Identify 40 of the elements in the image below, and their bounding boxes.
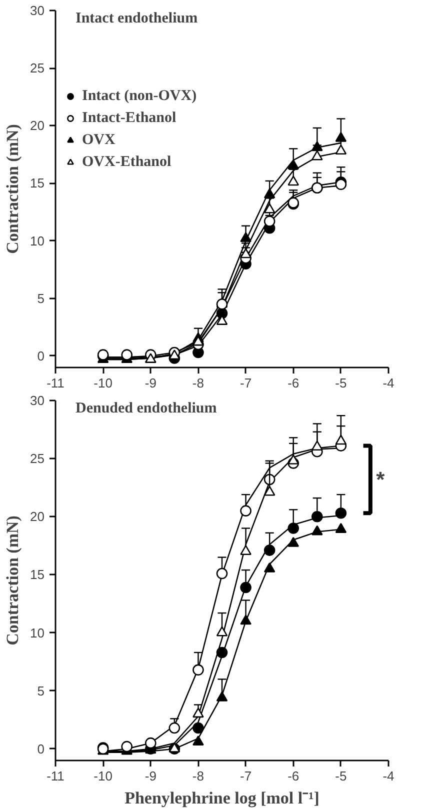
y-axis-title: Contraction (mN) (3, 516, 22, 646)
x-tick-label: -7 (240, 376, 252, 390)
y-tick-label: 10 (30, 233, 45, 248)
x-tick-label: -8 (192, 768, 204, 784)
y-tick-label: 25 (30, 451, 45, 466)
chart-title: Denuded endothelium (75, 400, 218, 416)
y-tick-label: 20 (30, 509, 45, 524)
x-tick-label: -7 (240, 768, 252, 784)
legend-label: Intact-Ethanol (82, 110, 176, 126)
x-tick-label: -4 (382, 376, 394, 390)
x-tick-label: -11 (46, 768, 64, 784)
y-tick-label: 5 (37, 683, 45, 698)
x-tick-label: -10 (94, 768, 112, 784)
x-tick-label: -4 (382, 768, 394, 784)
y-tick-label: 25 (30, 60, 45, 76)
x-tick-label: -6 (288, 376, 300, 390)
y-tick-label: 15 (30, 567, 45, 582)
legend-label: OVX (82, 132, 116, 148)
x-tick-label: -10 (94, 376, 112, 390)
y-tick-label: 30 (30, 3, 45, 18)
y-tick-label: 15 (30, 176, 45, 191)
x-axis-title: Phenylephrine log [mol l⁻¹] (124, 788, 320, 808)
y-tick-label: 5 (37, 290, 45, 306)
x-tick-label: -6 (288, 768, 300, 784)
x-tick-label: -11 (46, 376, 64, 390)
legend-label: Intact (non-OVX) (82, 88, 197, 104)
y-tick-label: 20 (30, 118, 45, 134)
x-tick-label: -5 (335, 376, 347, 390)
x-tick-label: -9 (144, 768, 156, 784)
y-tick-label: 0 (37, 348, 45, 364)
chart-title: Intact endothelium (75, 10, 198, 26)
x-tick-label: -8 (192, 376, 204, 390)
y-axis-title: Contraction (mN) (3, 124, 22, 254)
y-tick-label: 0 (37, 741, 45, 756)
legend-label: OVX-Ethanol (82, 154, 172, 170)
x-tick-label: -9 (144, 376, 156, 390)
y-tick-label: 10 (30, 625, 45, 640)
annotation: * (376, 466, 386, 492)
y-tick-label: 30 (30, 393, 45, 408)
x-tick-label: -5 (335, 768, 347, 784)
